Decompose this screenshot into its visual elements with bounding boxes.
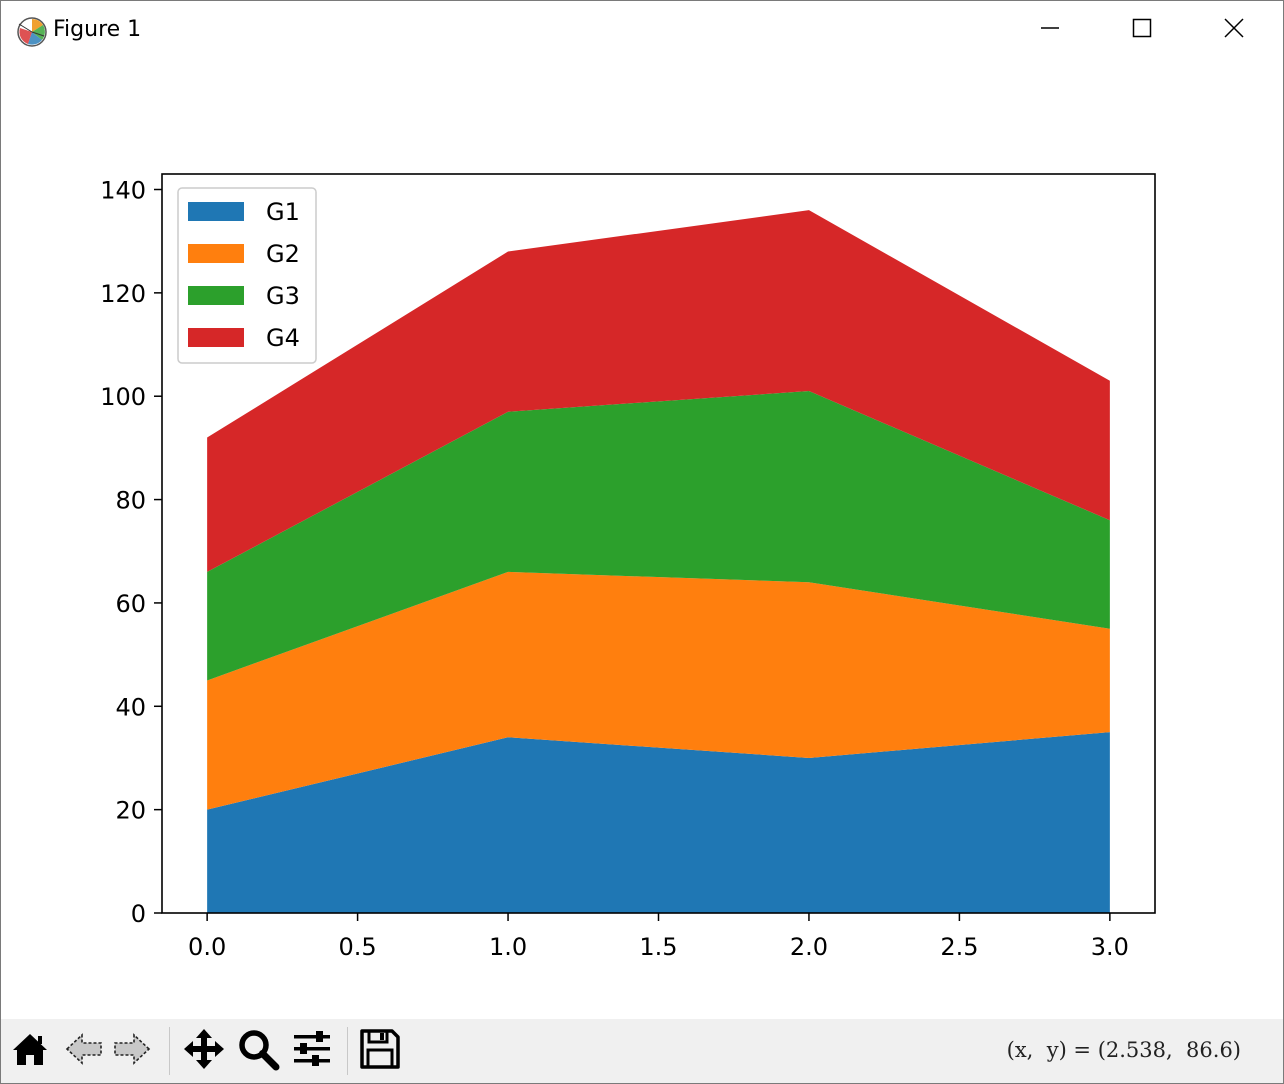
x-tick-label: 0.0 [188,933,226,961]
title-bar[interactable]: Figure 1 [1,1,1283,59]
area-g3 [207,391,1110,681]
x-tick-label: 3.0 [1091,933,1129,961]
legend-box [177,187,317,364]
maximize-button[interactable] [1096,1,1188,59]
area-g2 [207,571,1110,810]
x-tick-label: 0.5 [339,933,377,961]
x-tick-label: 2.0 [790,933,828,961]
navigation-toolbar: (x, y) = (2.538, 86.6) [1,1019,1283,1083]
close-button[interactable] [1188,1,1280,59]
y-tick-label: 20 [115,797,146,825]
toolbar-separator [169,1027,170,1075]
arrow-left-icon [64,1029,104,1073]
x-tick-label: 2.5 [940,933,978,961]
legend-label-g4: G4 [266,324,300,352]
close-icon [1224,18,1244,42]
y-axis: 0 20 40 60 80 100 120 140 [100,177,162,928]
area-series-group [207,210,1110,913]
forward-button[interactable] [109,1027,155,1075]
zoom-button[interactable] [235,1027,281,1075]
minimize-button[interactable] [1004,1,1096,59]
legend-swatch-g3 [188,286,244,305]
magnifier-icon [236,1027,280,1075]
y-tick-label: 80 [115,487,146,515]
y-tick-label: 140 [100,177,146,205]
home-button[interactable] [7,1027,53,1075]
floppy-disk-icon [358,1027,402,1075]
x-axis: 0.0 0.5 1.0 1.5 2.0 2.5 3.0 [188,913,1129,961]
home-icon [10,1029,50,1073]
area-g1 [207,732,1110,913]
move-icon [182,1027,226,1075]
configure-subplots-button[interactable] [289,1027,335,1075]
matplotlib-logo-icon [16,16,48,48]
y-tick-label: 60 [115,590,146,618]
cursor-coordinates: (x, y) = (2.538, 86.6) [1006,1038,1241,1062]
legend-label-g3: G3 [266,282,300,310]
legend-swatch-g4 [188,328,244,347]
x-tick-label: 1.0 [489,933,527,961]
y-tick-label: 120 [100,280,146,308]
window-title: Figure 1 [53,17,142,42]
legend: G1 G2 G3 G4 [177,187,317,364]
y-tick-label: 100 [100,383,146,411]
figure-canvas[interactable]: 0.0 0.5 1.0 1.5 2.0 2.5 3.0 0 20 40 60 80 100 120 140… [1,59,1283,1019]
y-tick-label: 0 [131,900,146,928]
x-tick-label: 1.5 [639,933,677,961]
y-tick-label: 40 [115,693,146,721]
stacked-area-chart[interactable]: 0.0 0.5 1.0 1.5 2.0 2.5 3.0 0 20 40 60 80 100 120 140… [1,59,1283,1019]
pan-button[interactable] [181,1027,227,1075]
area-g4 [207,210,1110,572]
legend-label-g1: G1 [266,198,300,226]
save-button[interactable] [357,1027,403,1075]
legend-swatch-g2 [188,244,244,263]
legend-swatch-g1 [188,202,244,221]
back-button[interactable] [61,1027,107,1075]
toolbar-separator [347,1027,348,1075]
minimize-icon [1040,18,1060,42]
maximize-icon [1132,18,1152,42]
legend-label-g2: G2 [266,240,300,268]
arrow-right-icon [112,1029,152,1073]
sliders-icon [290,1027,334,1075]
